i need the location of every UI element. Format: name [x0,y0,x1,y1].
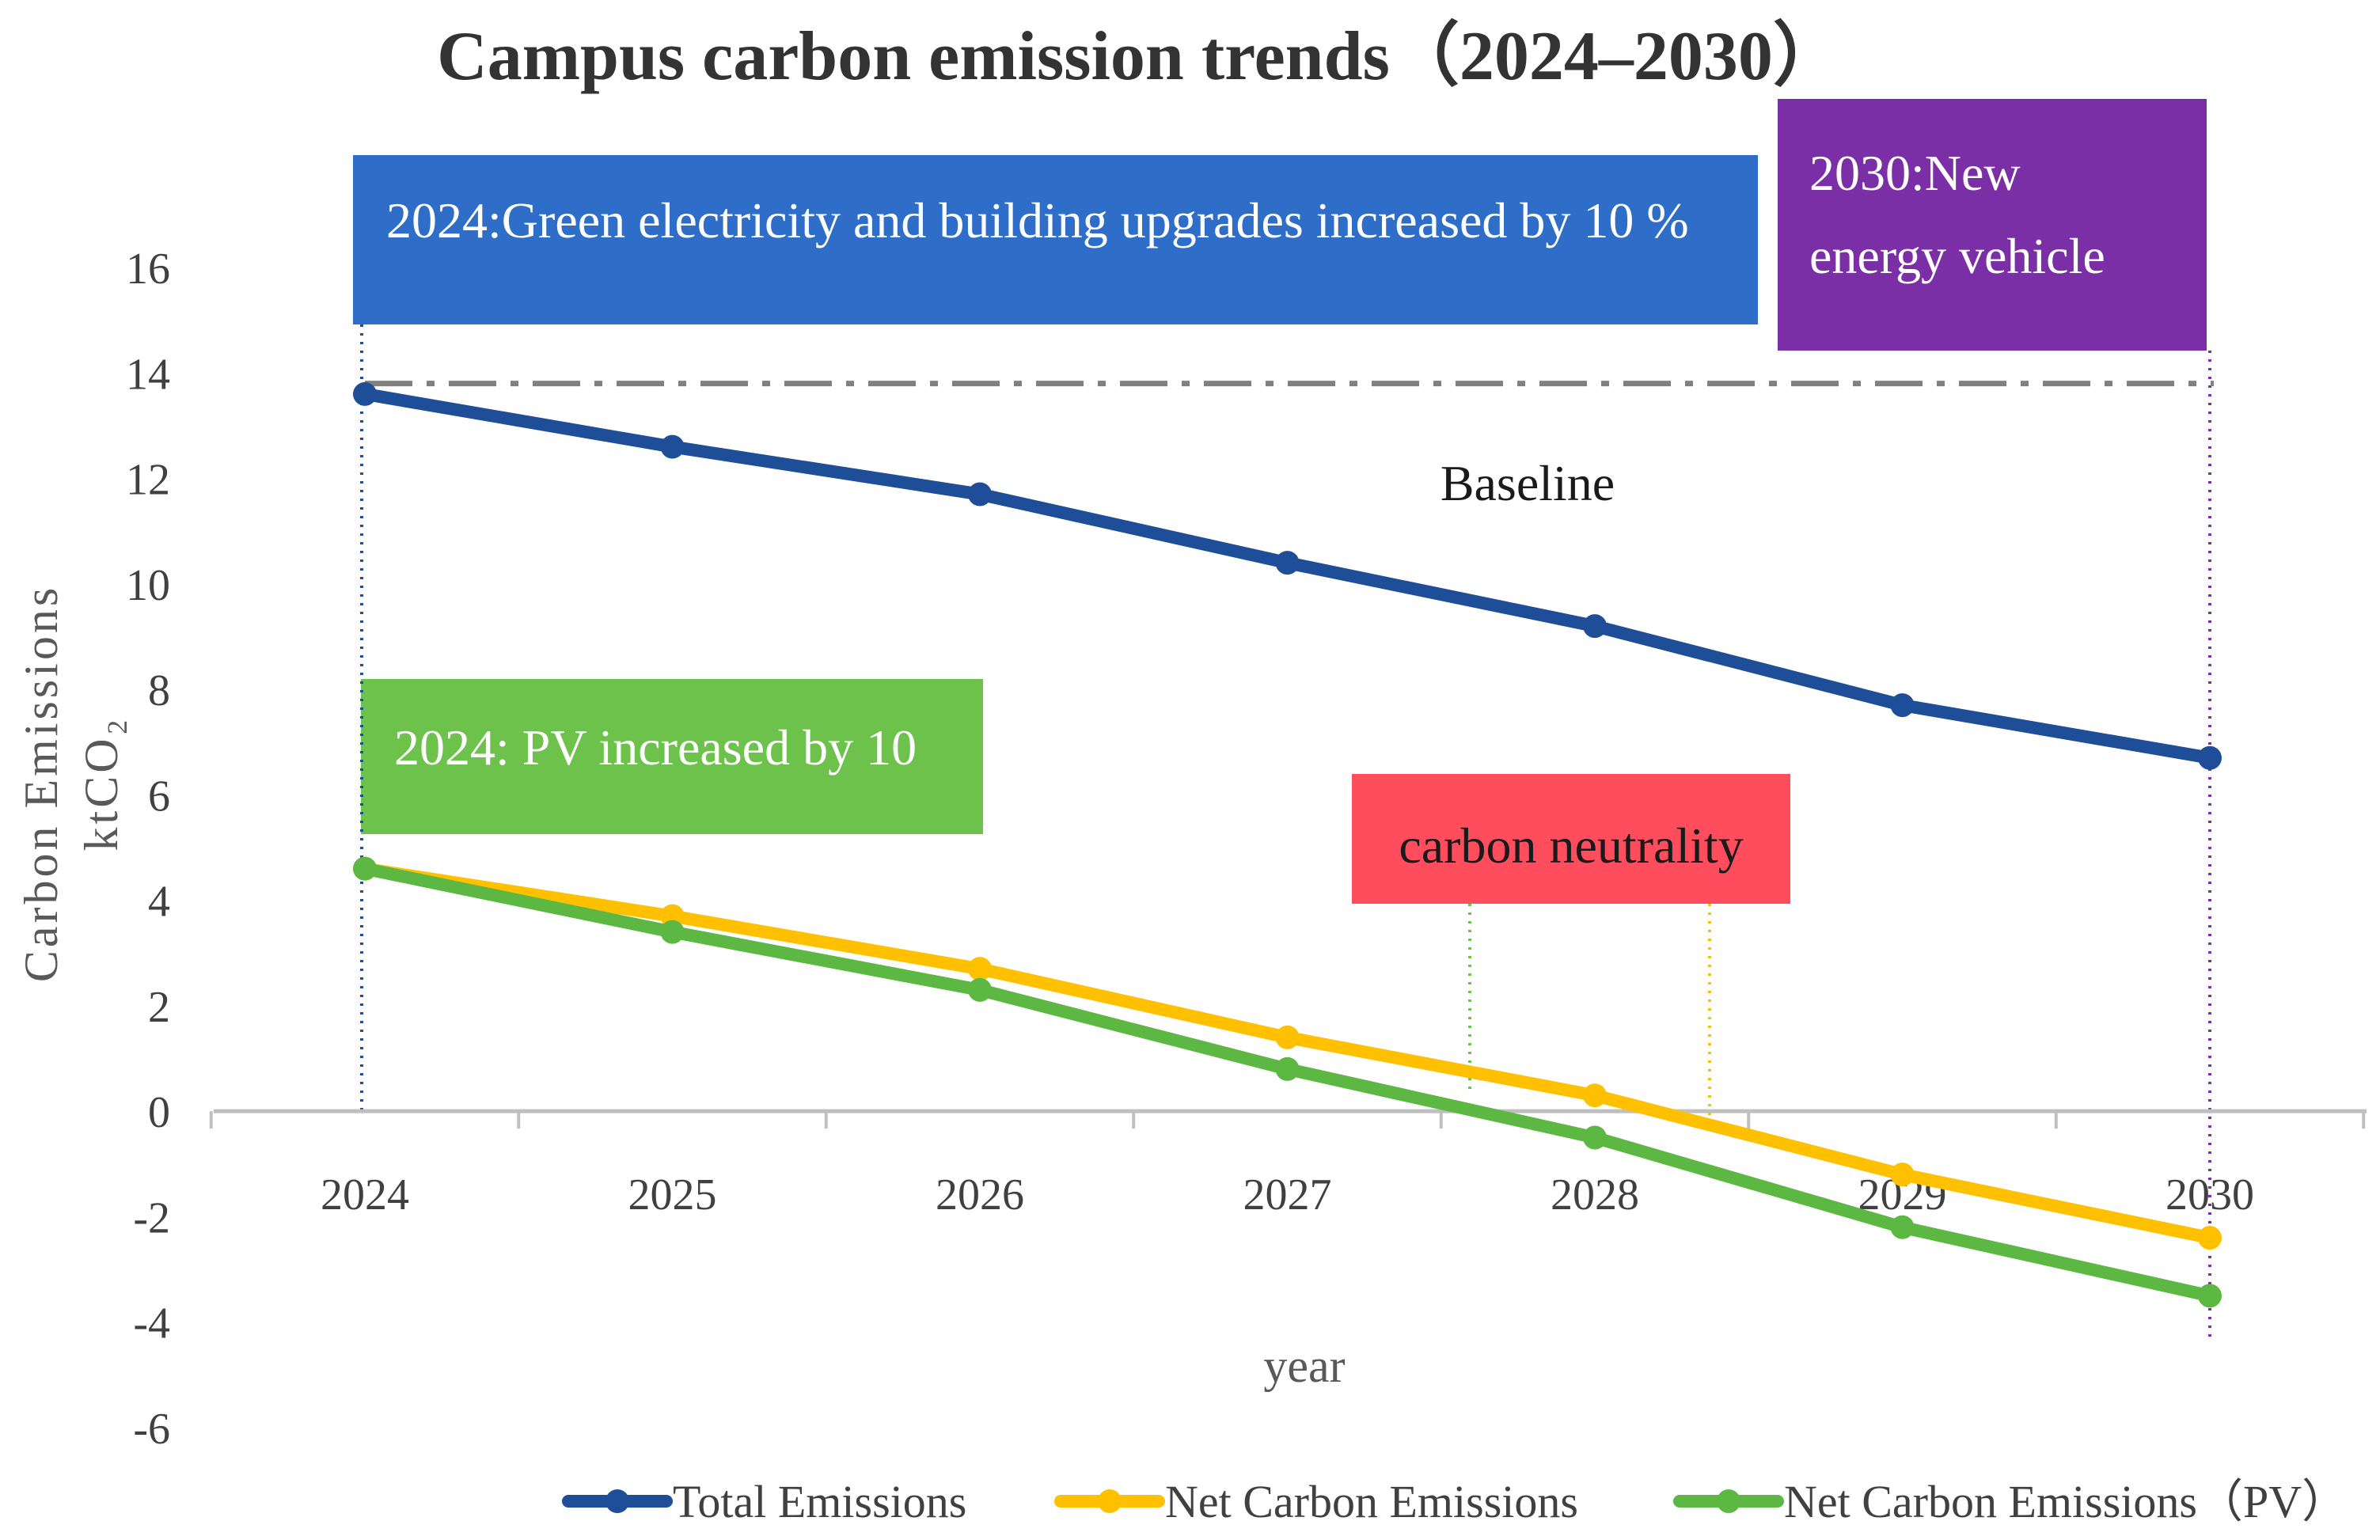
data-point [353,856,377,881]
data-point [660,920,685,944]
y-axis-title: Carbon Emissions ktCO₂ [15,585,127,982]
legend-label: Net Carbon Emissions [1165,1476,1578,1527]
data-point [968,957,992,981]
annotation-green-electricity-text: 2024:Green electricity and building upgr… [386,192,1689,248]
x-tick-label: 2030 [2166,1170,2254,1219]
series-line [359,862,2216,1303]
legend-label: Total Emissions [673,1476,966,1527]
legend-label: Net Carbon Emissions（PV） [1784,1476,2348,1527]
legend-swatch-marker [1098,1489,1122,1513]
annotation-carbon-neutrality-text: carbon neutrality [1399,817,1743,874]
data-point [1275,551,1300,575]
x-tick-label: 2028 [1551,1170,1639,1219]
y-axis-ticks: 16 14 12 10 8 6 4 2 0 -2 -4 -6 [126,245,170,1454]
legend: Total Emissions Net Carbon Emissions Net C… [562,1476,2348,1527]
data-point [1890,693,1915,718]
annotation-new-energy-vehicle-box [1778,99,2207,351]
y-axis-title-unit: ktCO₂ [75,716,127,852]
y-tick-label: 12 [126,456,170,505]
data-point [1890,1163,1915,1187]
data-point [1890,1215,1915,1239]
data-point [2198,1226,2222,1250]
data-point [968,977,992,1002]
data-point [2198,745,2222,770]
data-point [968,482,992,506]
y-axis-title-main: Carbon Emissions [15,585,67,982]
y-tick-label: 10 [126,561,170,610]
annotation-pv-increase-box [361,679,983,834]
x-tick-label: 2027 [1243,1170,1332,1219]
series-group [353,381,2222,1308]
y-tick-label: 0 [148,1088,170,1137]
data-point [353,381,377,406]
data-point [1583,614,1607,639]
baseline-label: Baseline [1441,455,1615,511]
data-point [1583,1125,1607,1150]
annotation-new-energy-vehicle-line2: energy vehicle [1809,228,2105,284]
data-point [660,434,685,459]
x-tick-label: 2026 [936,1170,1024,1219]
y-tick-label: 8 [148,666,170,715]
x-axis-title: year [1263,1340,1345,1392]
legend-item: Total Emissions [562,1476,966,1527]
y-tick-label: 6 [148,772,170,821]
data-point [1275,1056,1300,1081]
y-tick-label: -6 [133,1405,170,1454]
legend-item: Net Carbon Emissions（PV） [1673,1476,2348,1527]
annotation-carbon-neutrality-box [1352,774,1790,904]
data-point [1275,1025,1300,1049]
y-tick-label: -4 [133,1299,170,1348]
legend-swatch-marker [1717,1489,1740,1513]
legend-item: Net Carbon Emissions [1054,1476,1578,1527]
annotation-pv-increase-text: 2024: PV increased by 10 [394,719,917,776]
data-point [2198,1284,2222,1308]
y-tick-label: 14 [126,350,170,399]
legend-swatch-marker [605,1489,629,1513]
chart-title: Campus carbon emission trends（2024–2030） [437,18,1843,95]
annotation-new-energy-vehicle-line1: 2030:New [1809,145,2021,201]
x-axis: 2024 2025 2026 2027 2028 2029 2030 [209,1109,2367,1219]
y-tick-label: 4 [148,878,170,927]
y-tick-label: 2 [148,983,170,1032]
annotation-green-electricity-box [353,155,1758,324]
series-0 [353,381,2222,770]
x-tick-label: 2025 [628,1170,717,1219]
y-tick-label: 16 [126,245,170,294]
series-2 [353,856,2222,1308]
y-tick-label: -2 [133,1193,170,1242]
x-tick-label: 2024 [321,1170,409,1219]
data-point [1583,1083,1607,1108]
